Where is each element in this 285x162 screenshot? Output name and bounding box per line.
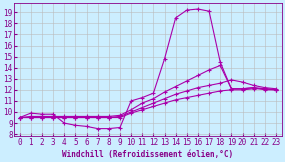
X-axis label: Windchill (Refroidissement éolien,°C): Windchill (Refroidissement éolien,°C)	[62, 150, 233, 159]
